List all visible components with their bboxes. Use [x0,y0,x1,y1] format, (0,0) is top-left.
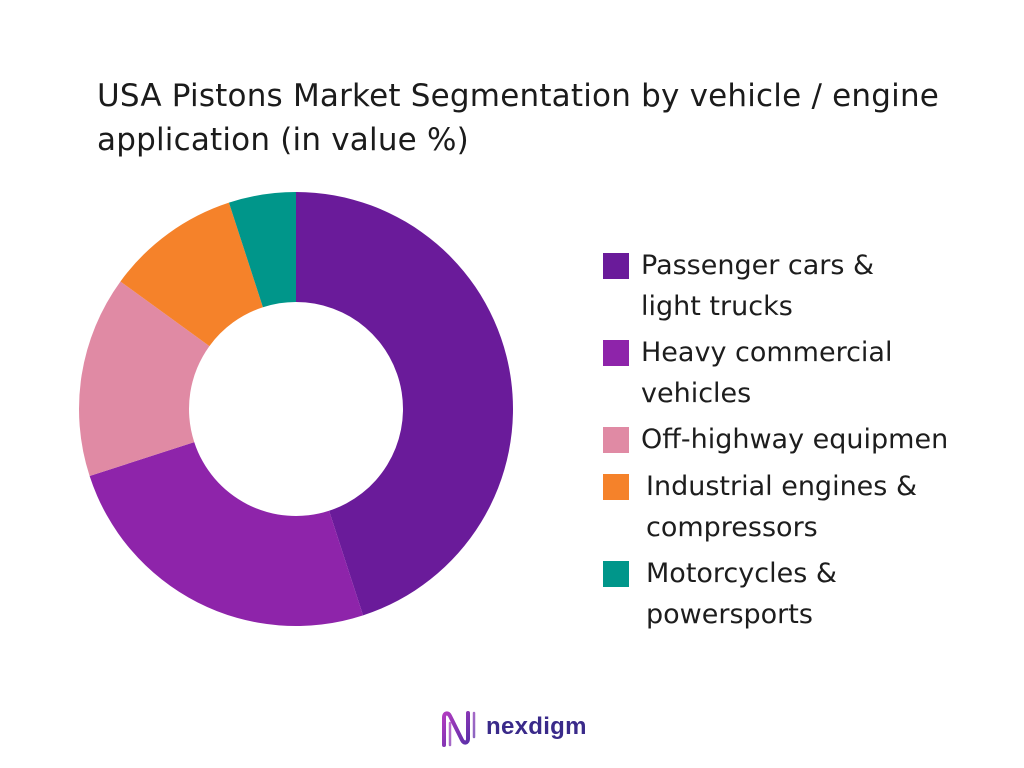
slice-off-highway-equipmen [78,281,210,477]
brand-logo: nexdigm [438,707,608,753]
slice-heavy-commercial-vehicles [89,442,364,626]
nexdigm-logo-icon [442,711,476,747]
donut-slices [78,192,514,626]
chart-title: USA Pistons Market Segmentation by vehic… [97,78,940,158]
slice-passenger-cars-light-trucks [296,192,514,616]
slice-motorcycles-powersports [228,192,296,308]
slice-industrial-engines-compressors [120,202,263,347]
brand-name: nexdigm [486,713,587,740]
